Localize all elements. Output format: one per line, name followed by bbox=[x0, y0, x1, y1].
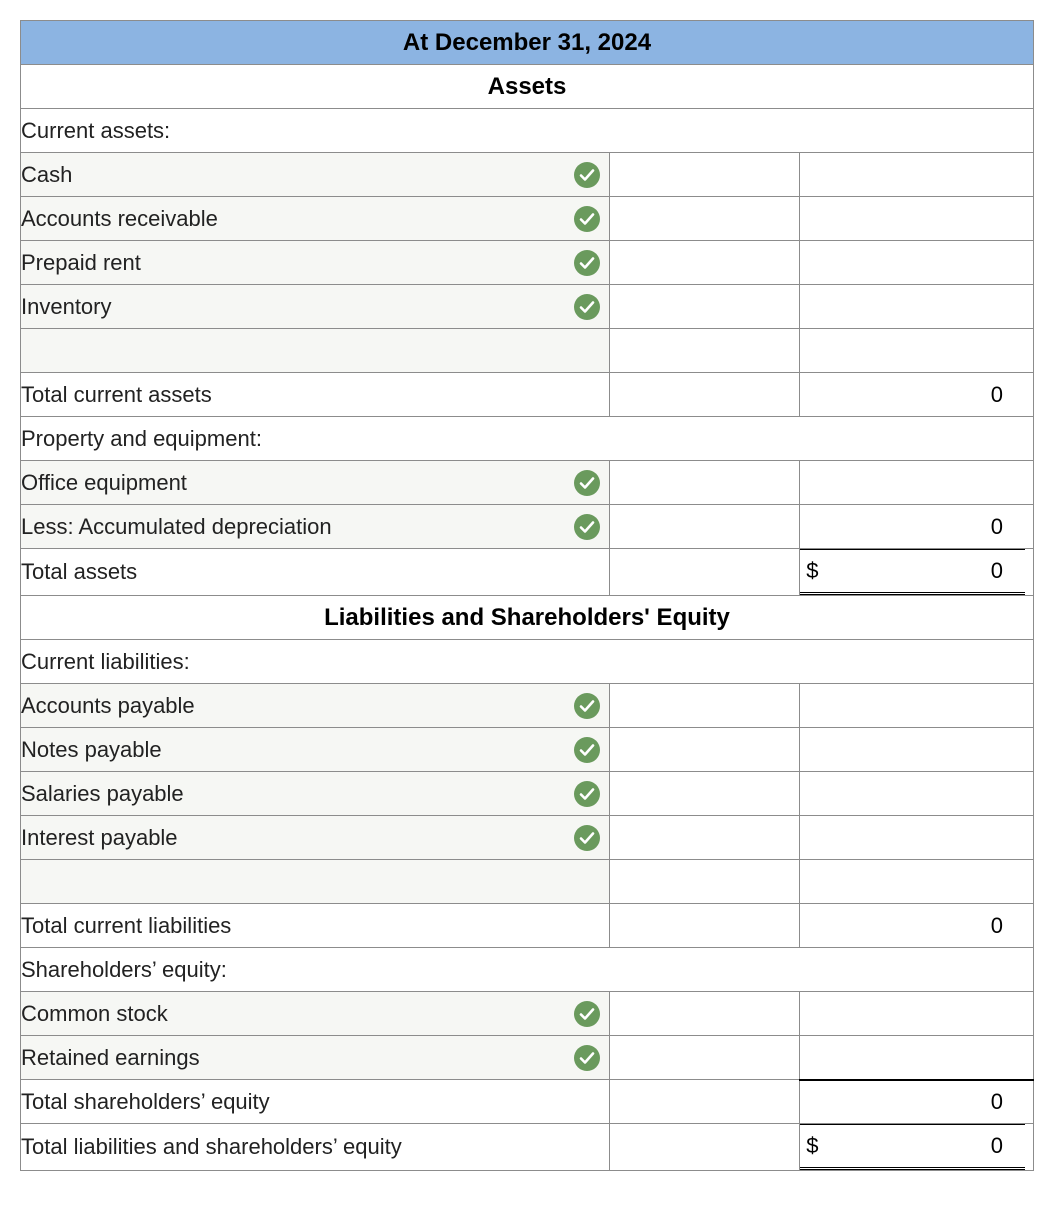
checkmark-icon bbox=[573, 205, 601, 233]
row-inventory: Inventory bbox=[21, 285, 1034, 329]
row-ar: Accounts receivable bbox=[21, 197, 1034, 241]
checkmark-icon bbox=[573, 824, 601, 852]
label-total-cur-liab: Total current liabilities bbox=[21, 907, 239, 945]
row-common: Common stock bbox=[21, 992, 1034, 1036]
row-total-current-assets: Total current assets 0 bbox=[21, 373, 1034, 417]
row-ip: Interest payable bbox=[21, 816, 1034, 860]
ap-val1[interactable] bbox=[610, 684, 800, 728]
inventory-val1[interactable] bbox=[610, 285, 800, 329]
common-val2[interactable] bbox=[800, 992, 1034, 1036]
checkmark-icon bbox=[573, 249, 601, 277]
liab-title: Liabilities and Shareholders' Equity bbox=[21, 596, 1034, 640]
row-blank-1 bbox=[21, 329, 1034, 373]
label-total-se: Total shareholders’ equity bbox=[21, 1083, 278, 1121]
total-all-currency: $ bbox=[806, 1125, 818, 1167]
label-total-current-assets: Total current assets bbox=[21, 376, 220, 414]
retained-val1[interactable] bbox=[610, 1036, 800, 1080]
sp-val2[interactable] bbox=[800, 772, 1034, 816]
label-ip: Interest payable bbox=[21, 819, 186, 857]
current-liab-header: Current liabilities: bbox=[21, 643, 198, 681]
np-val2[interactable] bbox=[800, 728, 1034, 772]
total-current-assets-val: 0 bbox=[800, 373, 1034, 417]
common-val1[interactable] bbox=[610, 992, 800, 1036]
checkmark-icon bbox=[573, 161, 601, 189]
label-total-all: Total liabilities and shareholders’ equi… bbox=[21, 1128, 410, 1166]
header-date: At December 31, 2024 bbox=[21, 21, 1034, 65]
label-total-assets: Total assets bbox=[21, 553, 145, 591]
row-office-eq: Office equipment bbox=[21, 461, 1034, 505]
less-dep-val2: 0 bbox=[800, 505, 1034, 549]
label-prepaid: Prepaid rent bbox=[21, 244, 149, 282]
prepaid-val2[interactable] bbox=[800, 241, 1034, 285]
row-np: Notes payable bbox=[21, 728, 1034, 772]
row-less-dep: Less: Accumulated depreciation 0 bbox=[21, 505, 1034, 549]
label-common: Common stock bbox=[21, 995, 176, 1033]
label-office-eq: Office equipment bbox=[21, 464, 195, 502]
ar-val2[interactable] bbox=[800, 197, 1034, 241]
inventory-val2[interactable] bbox=[800, 285, 1034, 329]
np-val1[interactable] bbox=[610, 728, 800, 772]
checkmark-icon bbox=[573, 1000, 601, 1028]
checkmark-icon bbox=[573, 1044, 601, 1072]
checkmark-icon bbox=[573, 469, 601, 497]
label-sp: Salaries payable bbox=[21, 775, 192, 813]
label-np: Notes payable bbox=[21, 731, 170, 769]
row-total-se: Total shareholders’ equity 0 bbox=[21, 1080, 1034, 1124]
ip-val1[interactable] bbox=[610, 816, 800, 860]
label-cash: Cash bbox=[21, 156, 80, 194]
office-eq-val2[interactable] bbox=[800, 461, 1034, 505]
prepaid-val1[interactable] bbox=[610, 241, 800, 285]
pe-header: Property and equipment: bbox=[21, 420, 270, 458]
label-ap: Accounts payable bbox=[21, 687, 203, 725]
checkmark-icon bbox=[573, 736, 601, 764]
label-retained: Retained earnings bbox=[21, 1039, 208, 1077]
total-assets-val-cell: $0 bbox=[800, 549, 1034, 596]
total-assets-currency: $ bbox=[806, 550, 818, 592]
row-sp: Salaries payable bbox=[21, 772, 1034, 816]
total-cur-liab-val: 0 bbox=[800, 904, 1034, 948]
checkmark-icon bbox=[573, 780, 601, 808]
office-eq-val1[interactable] bbox=[610, 461, 800, 505]
less-dep-val1[interactable] bbox=[610, 505, 800, 549]
row-total-assets: Total assets $0 bbox=[21, 549, 1034, 596]
total-all-val: 0 bbox=[991, 1133, 1003, 1158]
row-cash: Cash bbox=[21, 153, 1034, 197]
checkmark-icon bbox=[573, 692, 601, 720]
label-ar: Accounts receivable bbox=[21, 200, 226, 238]
cash-val2[interactable] bbox=[800, 153, 1034, 197]
se-header: Shareholders’ equity: bbox=[21, 951, 235, 989]
checkmark-icon bbox=[573, 513, 601, 541]
total-all-val-cell: $0 bbox=[800, 1124, 1034, 1171]
ip-val2[interactable] bbox=[800, 816, 1034, 860]
ar-val1[interactable] bbox=[610, 197, 800, 241]
row-total-all: Total liabilities and shareholders’ equi… bbox=[21, 1124, 1034, 1171]
row-ap: Accounts payable bbox=[21, 684, 1034, 728]
label-less-dep: Less: Accumulated depreciation bbox=[21, 508, 340, 546]
assets-title: Assets bbox=[21, 65, 1034, 109]
row-retained: Retained earnings bbox=[21, 1036, 1034, 1080]
retained-val2[interactable] bbox=[800, 1036, 1034, 1080]
total-se-val: 0 bbox=[800, 1080, 1034, 1124]
current-assets-header: Current assets: bbox=[21, 112, 178, 150]
cash-val1[interactable] bbox=[610, 153, 800, 197]
ap-val2[interactable] bbox=[800, 684, 1034, 728]
balance-sheet-table: At December 31, 2024 Assets Current asse… bbox=[20, 20, 1034, 1171]
checkmark-icon bbox=[573, 293, 601, 321]
sp-val1[interactable] bbox=[610, 772, 800, 816]
row-prepaid: Prepaid rent bbox=[21, 241, 1034, 285]
label-inventory: Inventory bbox=[21, 288, 120, 326]
total-assets-val: 0 bbox=[991, 558, 1003, 583]
row-blank-2 bbox=[21, 860, 1034, 904]
row-total-cur-liab: Total current liabilities 0 bbox=[21, 904, 1034, 948]
